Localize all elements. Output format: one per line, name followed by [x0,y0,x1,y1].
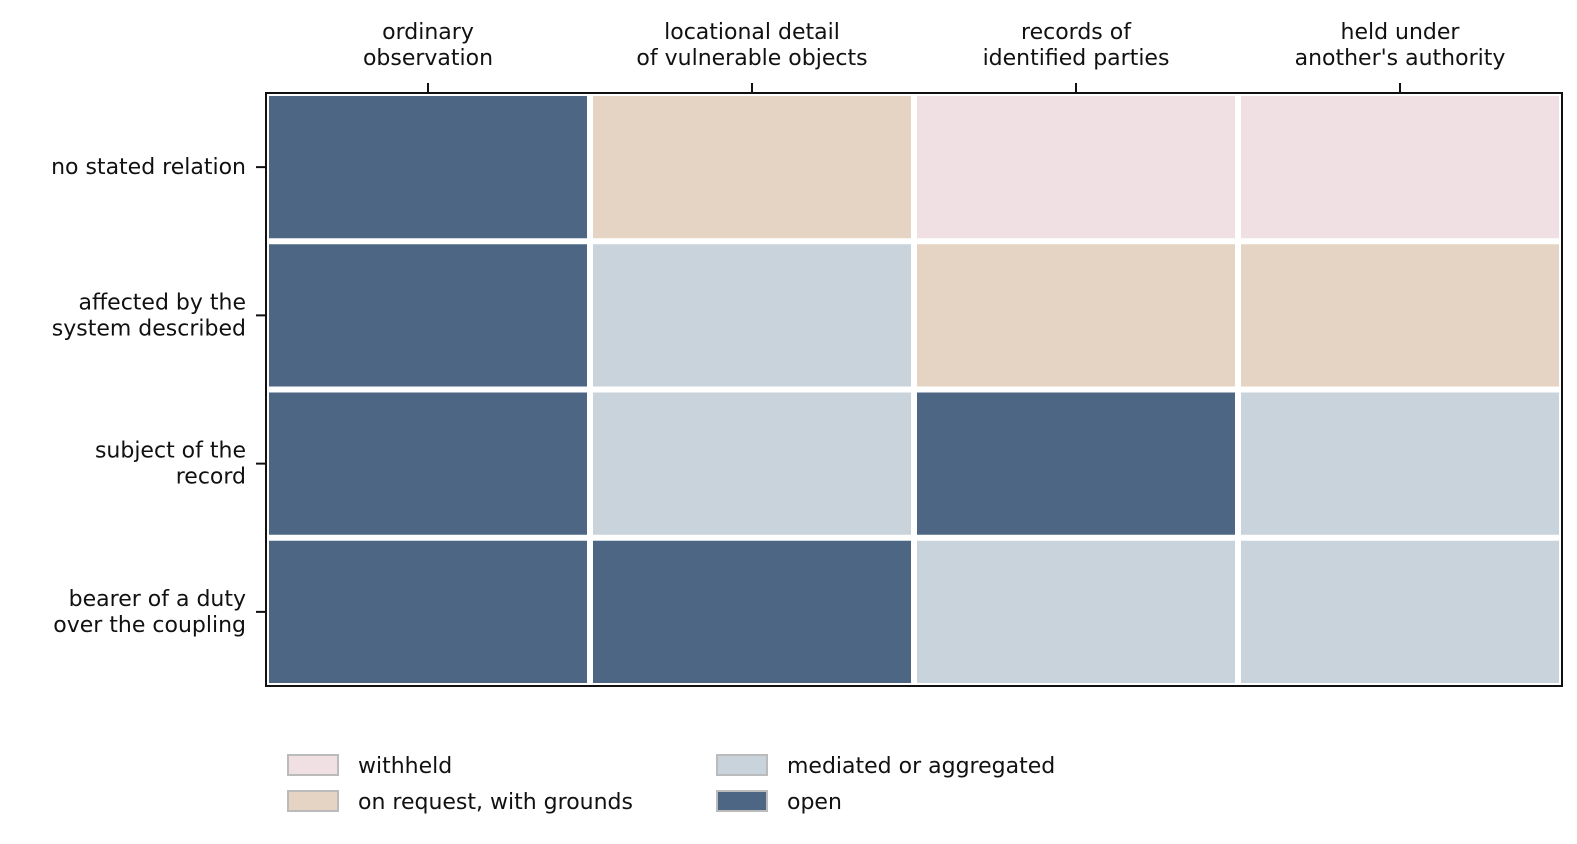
row-label: affected by the system described [52,290,246,341]
label-line: records of [1021,20,1132,45]
heatmap-cell-r1-c3 [1241,244,1559,387]
label-line: held under [1341,20,1461,45]
label-line: no stated relation [51,155,246,180]
heatmap-cell-r1-c1 [593,244,911,387]
heatmap-cells [269,96,1559,683]
plot-frame [265,92,1563,687]
legend-swatch [716,790,768,812]
legend-label: mediated or aggregated [787,754,1055,779]
row-label: no stated relation [51,155,246,180]
legend-swatch [287,790,339,812]
label-line: bearer of a duty [69,587,246,612]
column-axis: ordinary observation locational detail of v… [363,20,1505,93]
heatmap-cell-r3-c1 [593,540,911,683]
heatmap-cell-r3-c2 [917,540,1235,683]
label-line: locational detail [664,20,840,45]
label-line: system described [52,316,246,341]
heatmap-cell-r3-c0 [269,540,587,683]
heatmap-cell-r2-c1 [593,392,911,535]
heatmap-cell-r0-c2 [917,96,1235,239]
label-line: affected by the [79,290,246,315]
label-line: observation [363,46,493,71]
heatmap-cell-r3-c3 [1241,540,1559,683]
heatmap-cell-r2-c0 [269,392,587,535]
label-line: record [176,465,246,490]
row-axis: no stated relation affected by the system … [51,155,266,638]
heatmap-cell-r0-c0 [269,96,587,239]
heatmap-cell-r1-c0 [269,244,587,387]
label-line: ordinary [382,20,474,45]
label-line: another's authority [1295,46,1506,71]
row-label: subject of the record [95,439,246,490]
column-label: ordinary observation [363,20,493,71]
legend-label: withheld [358,754,452,779]
heatmap-cell-r2-c2 [917,392,1235,535]
legend-swatch [287,754,339,776]
legend-label: on request, with grounds [358,790,633,815]
label-line: of vulnerable objects [636,46,867,71]
label-line: over the coupling [53,613,246,638]
row-label: bearer of a duty over the coupling [53,587,246,638]
heatmap-cell-r1-c2 [917,244,1235,387]
label-line: subject of the [95,439,246,464]
heatmap-cell-r2-c3 [1241,392,1559,535]
column-label: records of identified parties [983,20,1170,71]
heatmap-cell-r0-c3 [1241,96,1559,239]
column-label: held under another's authority [1295,20,1506,71]
heatmap-cell-r0-c1 [593,96,911,239]
label-line: identified parties [983,46,1170,71]
legend-swatch [716,754,768,776]
legend: withheld on request, with grounds mediated… [287,754,1055,815]
column-label: locational detail of vulnerable objects [636,20,867,71]
legend-label: open [787,790,842,815]
